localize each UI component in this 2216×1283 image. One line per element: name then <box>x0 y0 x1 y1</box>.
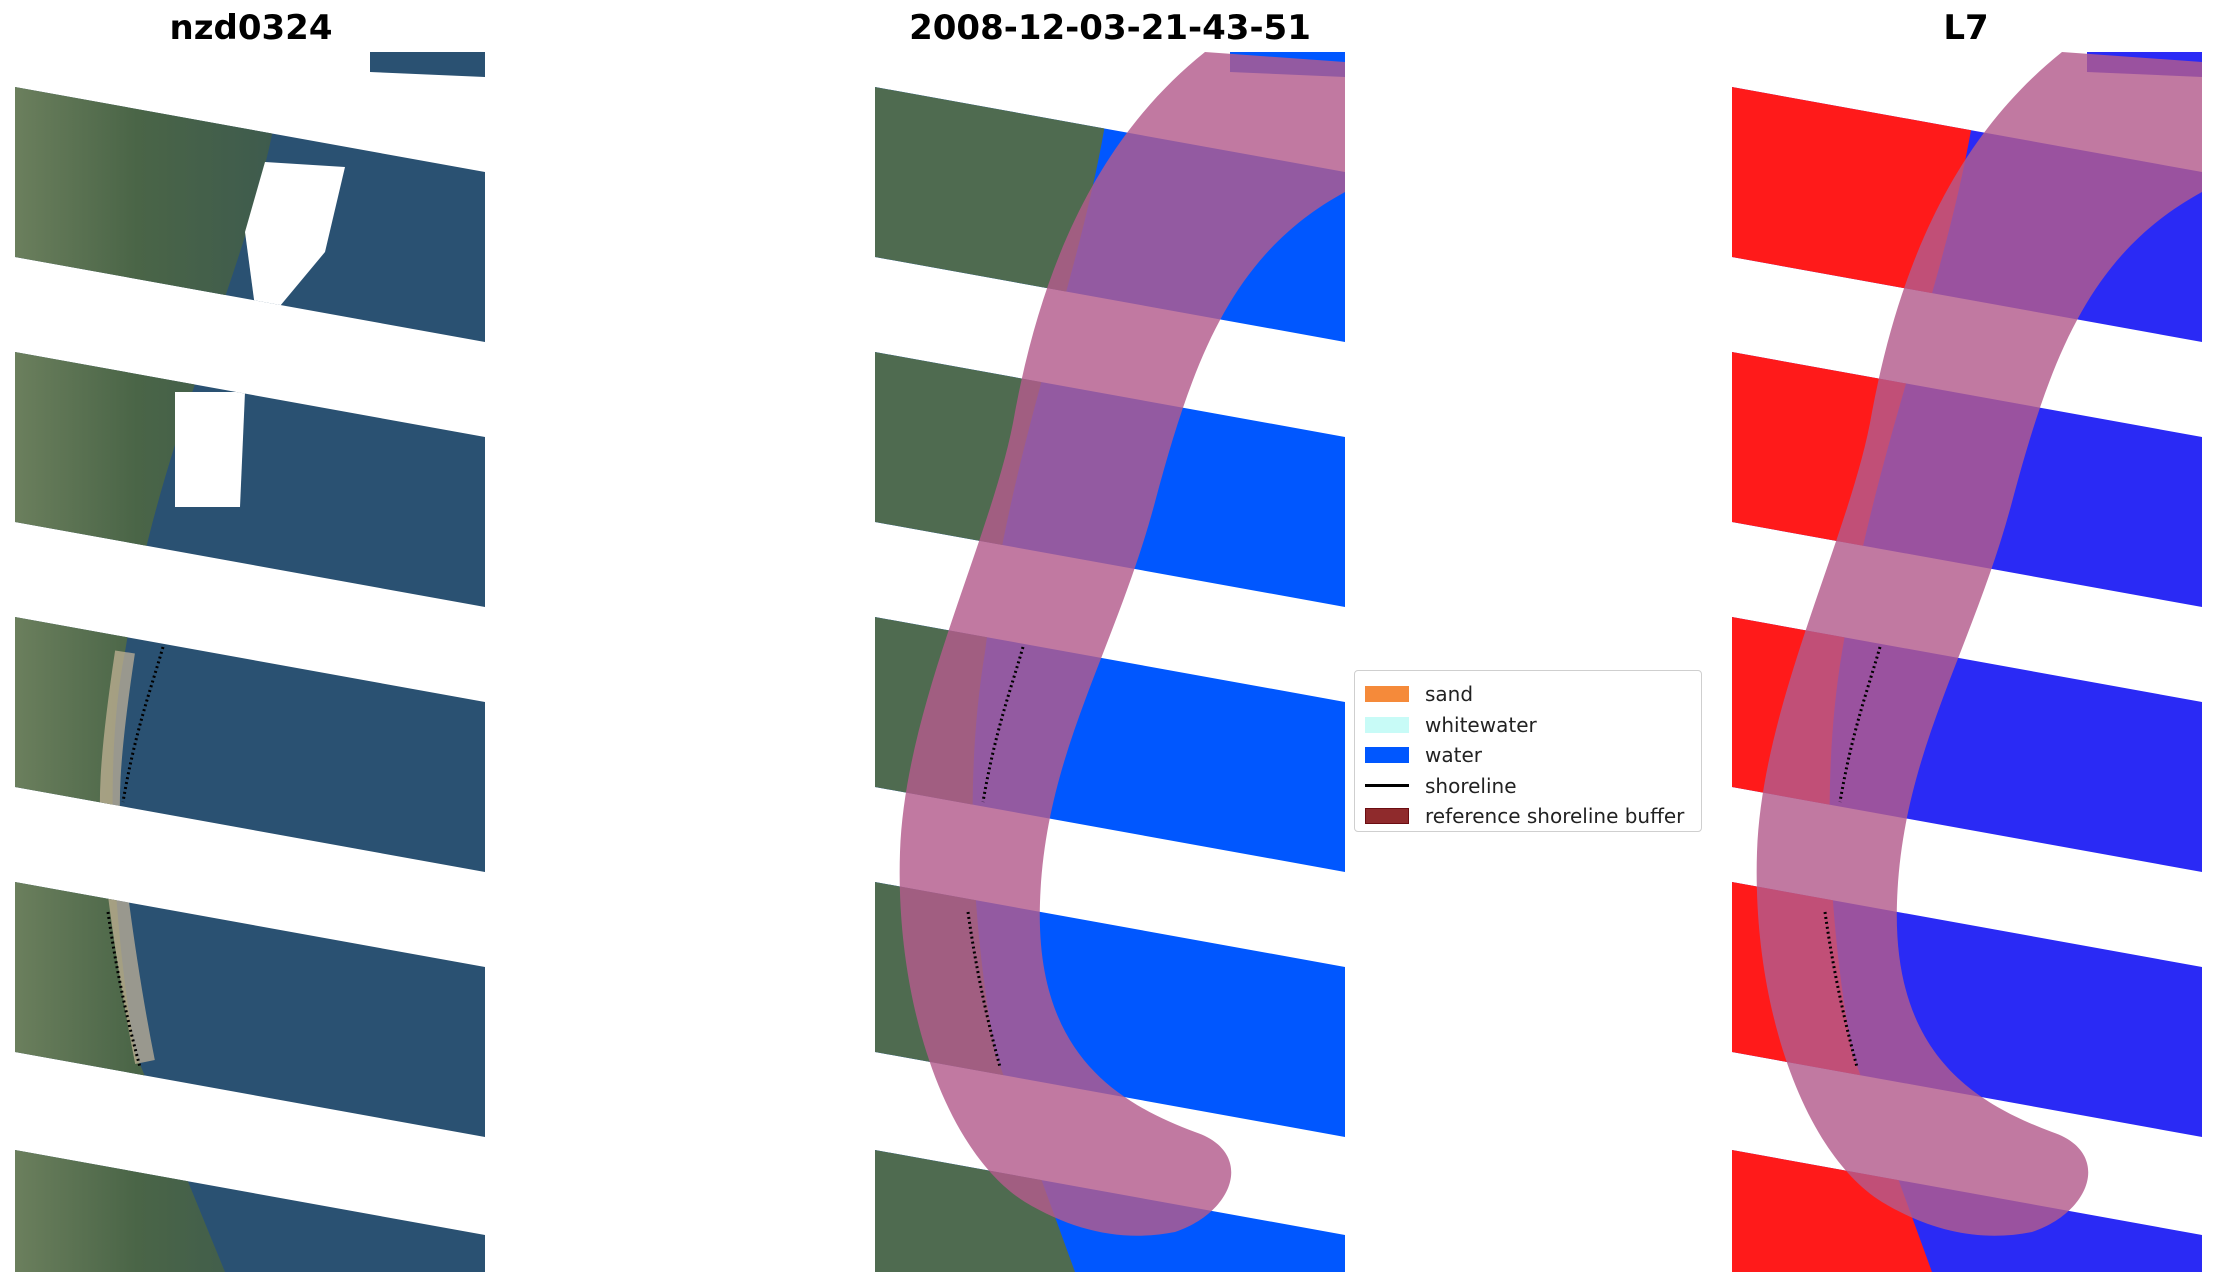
legend-item-shoreline: shoreline <box>1365 771 1691 802</box>
sand-swatch <box>1365 686 1409 703</box>
whitewater-swatch <box>1365 716 1409 733</box>
panel-title-index: L7 <box>1943 8 1989 48</box>
legend: sand whitewater water shoreline referenc… <box>1354 670 1702 832</box>
buffer-swatch <box>1365 808 1409 825</box>
legend-label: water <box>1425 743 1482 768</box>
panel-title-rgb: nzd0324 <box>169 8 333 48</box>
legend-label: sand <box>1425 682 1474 707</box>
legend-item-water: water <box>1365 740 1691 771</box>
index-image-panel <box>1732 52 2202 1272</box>
water-swatch <box>1365 747 1409 764</box>
legend-item-sand: sand <box>1365 679 1691 710</box>
rgb-image-panel <box>15 52 485 1272</box>
panel-title-classified: 2008-12-03-21-43-51 <box>909 8 1311 48</box>
shoreline-line-swatch <box>1365 784 1409 788</box>
legend-label: whitewater <box>1425 712 1537 737</box>
legend-label: shoreline <box>1425 773 1517 798</box>
classified-image-panel <box>875 52 1345 1272</box>
legend-item-whitewater: whitewater <box>1365 710 1691 741</box>
legend-label: reference shoreline buffer <box>1425 804 1685 829</box>
legend-item-buffer: reference shoreline buffer <box>1365 801 1691 832</box>
